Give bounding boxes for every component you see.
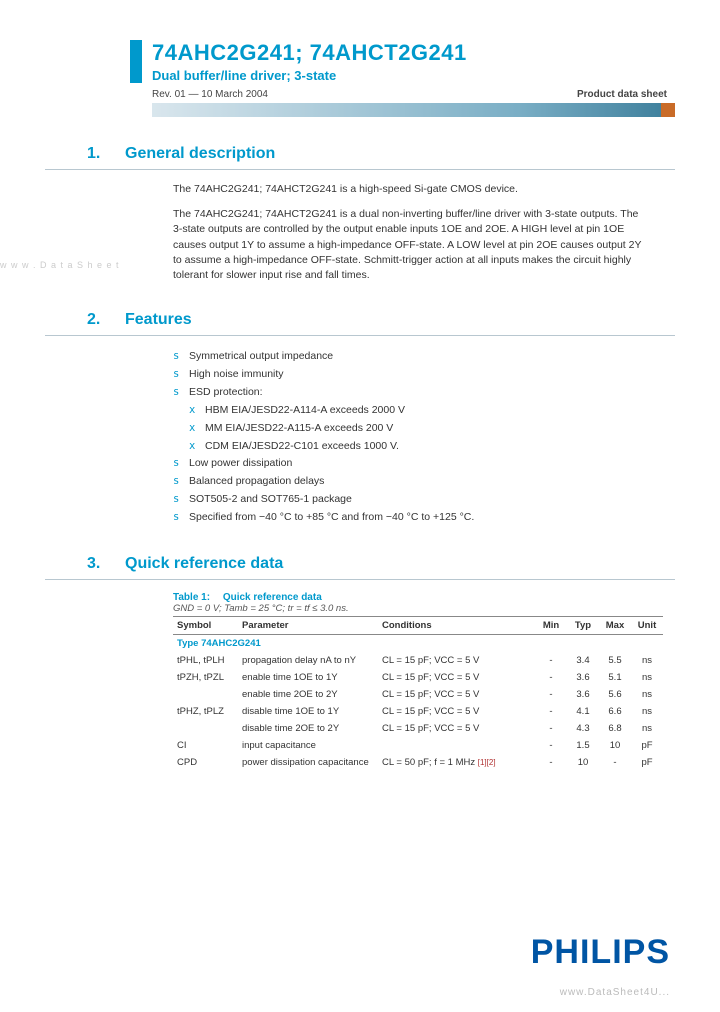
section-num: 3. [87,555,111,573]
col-parameter: Parameter [238,616,378,634]
table-row: tPHL, tPLHpropagation delay nA to nYCL =… [173,652,663,669]
footer-watermark: www.DataSheet4U... [560,987,670,998]
revision-text: Rev. 01 — 10 March 2004 [152,89,268,100]
doc-subtitle: Dual buffer/line driver; 3-state [152,68,467,83]
list-item: Symmetrical output impedance [173,348,675,366]
table-row: CPDpower dissipation capacitanceCL = 50 … [173,754,663,771]
section-title: Quick reference data [125,555,283,573]
list-item: Balanced propagation delays [173,473,675,491]
list-item: High noise immunity [173,366,675,384]
table-row: CIinput capacitance-1.510pF [173,737,663,754]
general-p2: The 74AHC2G241; 74AHCT2G241 is a dual no… [173,207,643,283]
list-item: SOT505-2 and SOT765-1 package [173,491,675,509]
quickref-table: Symbol Parameter Conditions Min Typ Max … [173,616,663,771]
header-block: 74AHC2G241; 74AHCT2G241 Dual buffer/line… [130,40,675,117]
section-general: 1. General description The 74AHC2G241; 7… [45,145,675,283]
list-item: Low power dissipation [173,455,675,473]
col-unit: Unit [631,616,663,634]
col-conditions: Conditions [378,616,535,634]
table-row: disable time 2OE to 2YCL = 15 pF; VCC = … [173,720,663,737]
list-item: ESD protection: HBM EIA/JESD22-A114-A ex… [173,384,675,455]
col-max: Max [599,616,631,634]
accent-bar [130,40,142,83]
col-typ: Typ [567,616,599,634]
watermark-left: w w w . D a t a S h e e t [0,260,120,270]
header-rule [152,103,675,117]
section-num: 1. [87,145,111,163]
table-caption-label: Table 1: [173,592,210,603]
table-row: enable time 2OE to 2YCL = 15 pF; VCC = 5… [173,686,663,703]
table-row: tPZH, tPZLenable time 1OE to 1YCL = 15 p… [173,669,663,686]
col-min: Min [535,616,567,634]
section-quickref: 3. Quick reference data Table 1: Quick r… [45,555,675,771]
philips-logo: PHILIPS [531,933,670,972]
list-item: MM EIA/JESD22-A115-A exceeds 200 V [189,420,675,438]
list-item: CDM EIA/JESD22-C101 exceeds 1000 V. [189,438,675,456]
section-title: Features [125,311,192,329]
doc-title: 74AHC2G241; 74AHCT2G241 [152,40,467,66]
list-item: Specified from −40 °C to +85 °C and from… [173,509,675,527]
section-num: 2. [87,311,111,329]
type-row: Type 74AHC2G241 [173,634,663,652]
list-item: HBM EIA/JESD22-A114-A exceeds 2000 V [189,402,675,420]
doc-type: Product data sheet [577,89,667,100]
table-caption-title: Quick reference data [223,592,322,603]
feature-list: Symmetrical output impedance High noise … [173,348,675,526]
section-features: 2. Features Symmetrical output impedance… [45,311,675,526]
section-title: General description [125,145,275,163]
table-row: tPHZ, tPLZdisable time 1OE to 1YCL = 15 … [173,703,663,720]
table-conditions: GND = 0 V; Tamb = 25 °C; tr = tf ≤ 3.0 n… [173,603,663,614]
col-symbol: Symbol [173,616,238,634]
general-p1: The 74AHC2G241; 74AHCT2G241 is a high-sp… [173,182,643,197]
